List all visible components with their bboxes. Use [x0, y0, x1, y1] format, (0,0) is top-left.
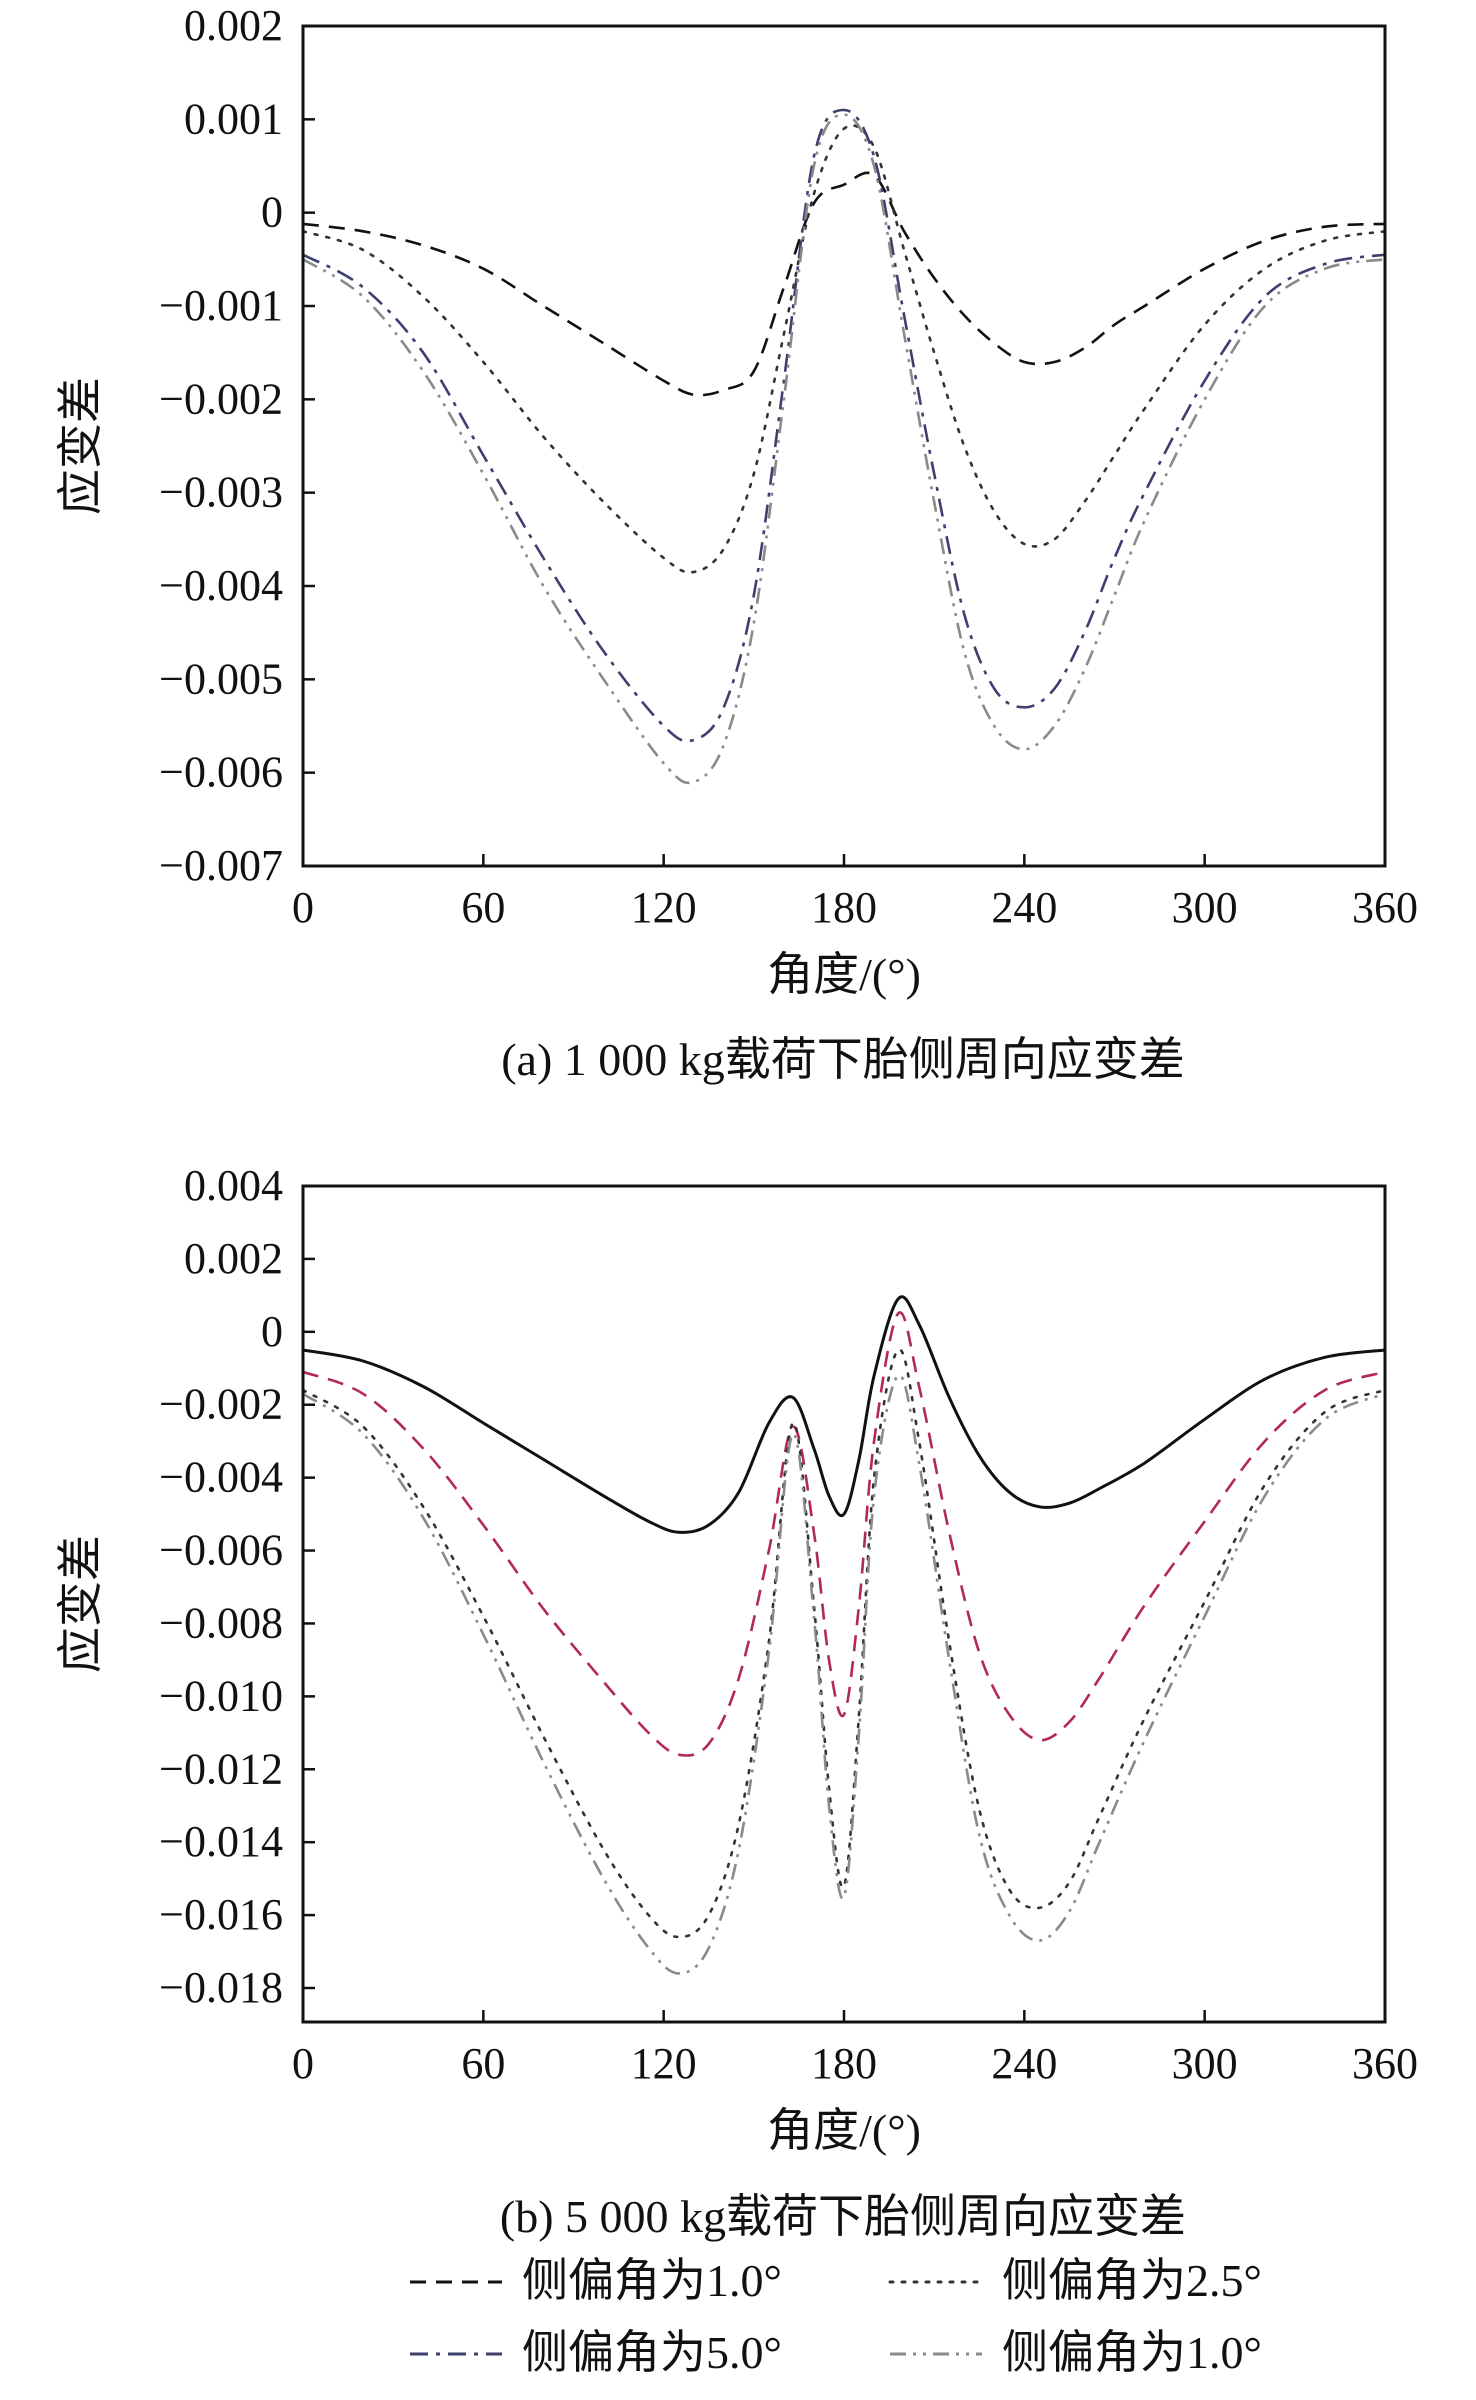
y-tick-label: 0.001 [184, 94, 283, 143]
y-tick-label: −0.006 [159, 1526, 283, 1575]
y-tick-label: −0.012 [159, 1744, 283, 1793]
chart-a: 0 60 120 180 240 300 360 0.002 0.001 0 −0.001 −0.00… [55, 1, 1418, 1000]
x-tick-label: 0 [292, 883, 314, 932]
y-tick-label: −0.004 [159, 561, 283, 610]
legend-label: 侧偏角为1.0° [522, 2255, 782, 2306]
x-tick-label: 0 [292, 2039, 314, 2088]
x-tick-label: 120 [631, 2039, 697, 2088]
x-tick-label: 60 [461, 883, 505, 932]
x-tick-label: 180 [811, 883, 877, 932]
y-tick-label: 0.002 [184, 1, 283, 50]
chart-a-series-line-2 [301, 124, 1387, 574]
x-tick-label: 240 [991, 883, 1057, 932]
chart-b-series-line-2 [302, 1311, 1386, 1757]
y-tick-label: −0.004 [159, 1453, 283, 1502]
y-tick-label: 0.004 [184, 1161, 283, 1210]
y-tick-label: 0 [261, 188, 283, 237]
y-tick-label: −0.018 [159, 1963, 283, 2012]
x-tick-label: 180 [811, 2039, 877, 2088]
y-tick-label: −0.001 [159, 281, 283, 330]
chart-a-series-line-3 [302, 108, 1386, 743]
chart-b-series-line-1 [302, 1295, 1386, 1534]
y-tick-label: −0.014 [159, 1817, 283, 1866]
chart-a-caption: (a) 1 000 kg载荷下胎侧周向应变差 [501, 1034, 1185, 1085]
x-tick-label: 240 [991, 2039, 1057, 2088]
chart-b-caption: (b) 5 000 kg载荷下胎侧周向应变差 [500, 2191, 1186, 2242]
x-axis-title: 角度/(°) [767, 949, 921, 1000]
y-tick-label: −0.002 [159, 1380, 283, 1429]
chart-b: 0 60 120 180 240 300 360 0.004 0.002 0 −0.002 −0.00… [55, 1161, 1418, 2156]
y-tick-label: −0.007 [159, 841, 283, 890]
x-tick-label: 300 [1172, 883, 1238, 932]
y-tick-label: −0.002 [159, 374, 283, 423]
y-tick-label: −0.008 [159, 1598, 283, 1647]
y-tick-label: −0.003 [159, 468, 283, 517]
chart-a-series-line-4 [302, 113, 1386, 785]
y-tick-label: 0 [261, 1307, 283, 1356]
plot-frame [301, 1184, 1387, 2024]
y-axis-title: 应变差 [55, 377, 106, 515]
legend-label: 侧偏角为5.0° [522, 2327, 782, 2378]
legend: 侧偏角为1.0° 侧偏角为2.5° 侧偏角为5.0° 侧偏角为1.0° [410, 2255, 1262, 2378]
x-tick-label: 300 [1172, 2039, 1238, 2088]
chart-a-series-line-1 [302, 171, 1386, 397]
x-axis-title: 角度/(°) [767, 2105, 921, 2156]
x-tick-label: 360 [1352, 883, 1418, 932]
x-tick-label: 60 [461, 2039, 505, 2088]
x-tick-label: 120 [631, 883, 697, 932]
x-tick-label: 360 [1352, 2039, 1418, 2088]
y-tick-label: −0.006 [159, 748, 283, 797]
y-tick-label: −0.016 [159, 1890, 283, 1939]
y-axis-title: 应变差 [55, 1535, 106, 1673]
legend-label: 侧偏角为1.0° [1002, 2327, 1262, 2378]
plot-frame [301, 24, 1387, 868]
chart-b-series-line-3 [301, 1348, 1387, 1939]
y-tick-label: −0.010 [159, 1671, 283, 1720]
y-tick-label: 0.002 [184, 1234, 283, 1283]
legend-label: 侧偏角为2.5° [1002, 2255, 1262, 2306]
y-tick-label: −0.005 [159, 654, 283, 703]
chart-b-series-line-4 [302, 1374, 1386, 1975]
